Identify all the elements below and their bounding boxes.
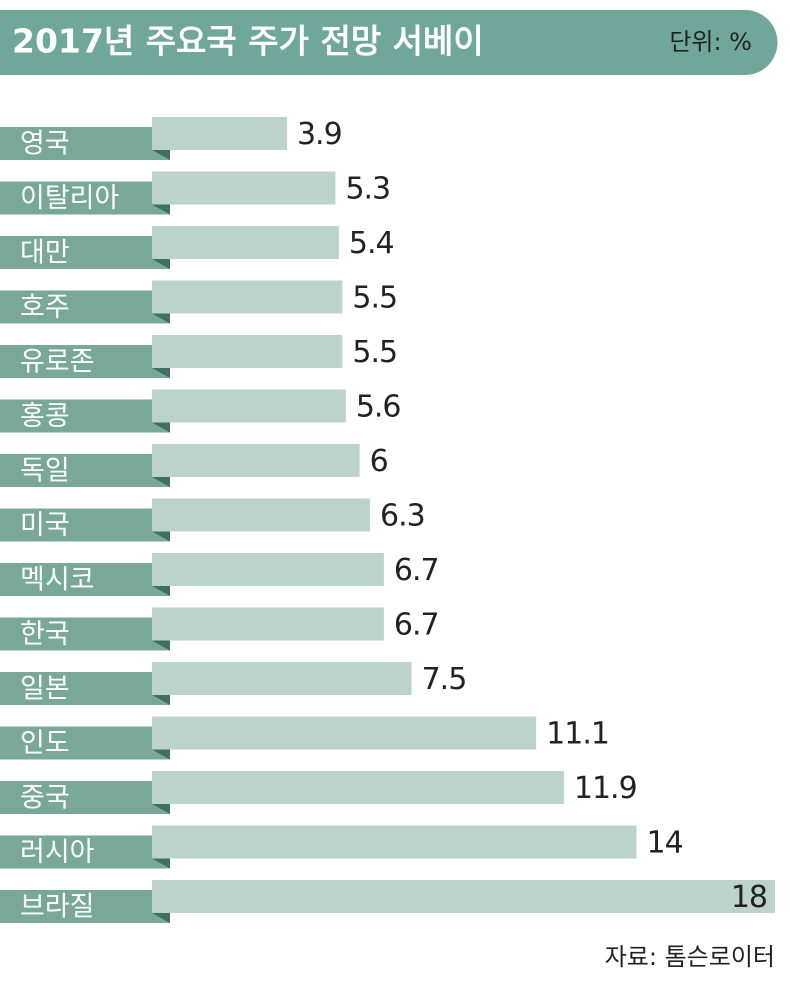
bar	[152, 171, 336, 205]
category-fold	[152, 586, 170, 596]
bar	[152, 117, 287, 150]
bar	[152, 716, 537, 750]
bar	[152, 226, 339, 259]
category-fold	[152, 204, 170, 215]
category-box	[0, 835, 170, 869]
category-label: 브라질	[20, 892, 95, 923]
bar	[152, 553, 384, 586]
category-fold	[152, 477, 170, 487]
value-label: 7.5	[422, 662, 467, 697]
category-label: 일본	[20, 674, 70, 705]
category-label: 독일	[20, 456, 70, 487]
category-label: 유로존	[20, 347, 95, 378]
bar	[152, 825, 637, 859]
category-fold	[152, 259, 170, 269]
category-label: 호주	[20, 292, 70, 323]
category-fold	[152, 368, 170, 378]
bar	[152, 662, 412, 695]
value-label: 5.3	[345, 172, 390, 207]
header-banner	[0, 10, 778, 75]
value-label: 5.5	[352, 281, 397, 316]
category-fold	[152, 695, 170, 705]
value-label: 3.9	[297, 117, 342, 152]
value-label: 14	[647, 826, 683, 861]
category-box	[0, 236, 170, 269]
value-label: 5.4	[349, 226, 394, 261]
value-label: 6.3	[380, 499, 425, 534]
category-label: 인도	[20, 728, 70, 759]
value-label: 18	[731, 880, 767, 915]
category-fold	[152, 313, 170, 324]
category-fold	[152, 640, 170, 651]
source: 자료: 톰슨로이터	[605, 943, 775, 971]
value-label: 11.1	[546, 717, 609, 752]
category-label: 러시아	[20, 837, 95, 868]
category-fold	[152, 422, 170, 433]
category-box	[0, 399, 170, 433]
category-box	[0, 454, 170, 487]
value-label: 11.9	[574, 771, 637, 806]
category-box	[0, 672, 170, 705]
value-label: 5.6	[356, 390, 401, 425]
value-label: 6.7	[394, 608, 439, 643]
category-box	[0, 181, 170, 215]
category-box	[0, 890, 170, 923]
bar	[152, 771, 564, 804]
category-label: 홍콩	[20, 401, 70, 432]
category-box	[0, 781, 170, 814]
category-label: 중국	[20, 783, 70, 814]
category-box	[0, 127, 170, 160]
chart-title: 2017년 주요국 주가 전망 서베이	[12, 22, 484, 61]
category-fold	[152, 531, 170, 542]
bar	[152, 389, 346, 423]
category-box	[0, 726, 170, 760]
category-label: 대만	[20, 238, 70, 269]
unit-label: 단위: %	[669, 28, 752, 56]
category-label: 미국	[20, 510, 70, 541]
bar	[152, 280, 343, 314]
category-box	[0, 563, 170, 596]
category-box	[0, 508, 170, 542]
value-label: 6	[370, 444, 388, 479]
bar	[152, 607, 384, 641]
category-box	[0, 290, 170, 324]
category-label: 한국	[20, 619, 70, 650]
category-label: 멕시코	[20, 565, 95, 596]
value-label: 6.7	[394, 553, 439, 588]
category-box	[0, 617, 170, 651]
category-fold	[152, 804, 170, 814]
bar	[152, 335, 343, 368]
category-label: 이탈리아	[20, 183, 120, 214]
bar	[152, 498, 371, 532]
category-fold	[152, 150, 170, 160]
category-fold	[152, 858, 170, 869]
category-label: 영국	[20, 129, 70, 160]
bar	[152, 444, 360, 477]
category-box	[0, 345, 170, 378]
value-label: 5.5	[352, 335, 397, 370]
bar	[152, 880, 775, 913]
category-fold	[152, 749, 170, 760]
category-fold	[152, 913, 170, 923]
